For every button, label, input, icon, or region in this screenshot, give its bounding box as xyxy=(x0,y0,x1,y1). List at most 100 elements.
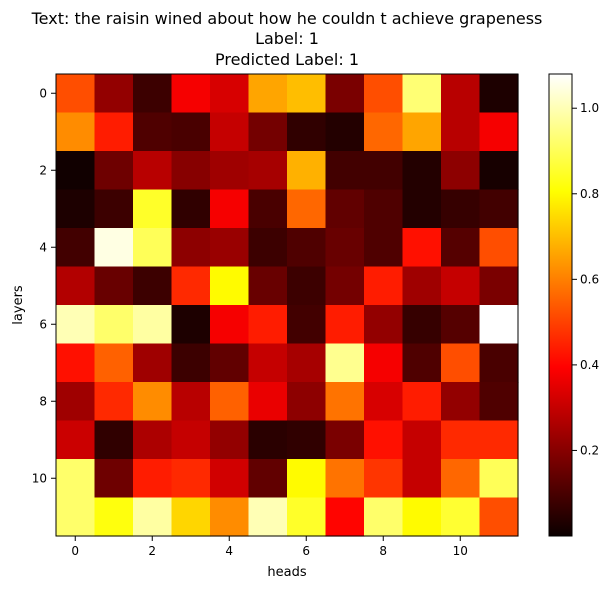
heatmap-cell xyxy=(171,228,211,268)
heatmap-cell xyxy=(210,305,250,345)
heatmap-cell xyxy=(133,112,173,152)
heatmap-cell xyxy=(479,497,519,537)
heatmap-cell xyxy=(56,343,96,383)
heatmap-cell xyxy=(441,459,481,499)
heatmap-cell xyxy=(325,497,365,537)
heatmap-cell xyxy=(325,228,365,268)
heatmap-cell xyxy=(248,74,288,114)
heatmap-cell xyxy=(287,343,327,383)
heatmap-cell xyxy=(287,305,327,345)
heatmap-cell xyxy=(402,420,442,460)
heatmap-cell xyxy=(210,189,250,229)
heatmap-cell xyxy=(325,112,365,152)
heatmap-cell xyxy=(210,112,250,152)
heatmap-cell xyxy=(94,497,134,537)
colorbar-tick-label: 0.8 xyxy=(580,187,599,201)
heatmap-cell xyxy=(364,459,404,499)
y-tick-label: 4 xyxy=(39,240,47,254)
heatmap-cell xyxy=(479,305,519,345)
heatmap-cell xyxy=(441,343,481,383)
title-line-2: Label: 1 xyxy=(255,29,319,48)
heatmap-cell xyxy=(56,74,96,114)
heatmap-cell xyxy=(171,497,211,537)
heatmap-cell xyxy=(248,305,288,345)
x-tick-label: 8 xyxy=(379,544,387,558)
heatmap-cell xyxy=(133,151,173,191)
heatmap-cell xyxy=(56,228,96,268)
heatmap-cell xyxy=(171,151,211,191)
heatmap-cell xyxy=(133,497,173,537)
heatmap-cell xyxy=(210,266,250,306)
heatmap-frame xyxy=(55,73,519,537)
heatmap-cell xyxy=(402,266,442,306)
heatmap-cell xyxy=(402,343,442,383)
colorbar-tick-label: 1.0 xyxy=(580,101,599,115)
colorbar-tick-label: 0.4 xyxy=(580,358,599,372)
heatmap-cell xyxy=(287,112,327,152)
heatmap-cell xyxy=(94,151,134,191)
heatmap-cell xyxy=(94,305,134,345)
heatmap-cell xyxy=(133,266,173,306)
heatmap-cell xyxy=(364,112,404,152)
heatmap-cell xyxy=(402,459,442,499)
heatmap-cell xyxy=(325,74,365,114)
heatmap-cell xyxy=(56,305,96,345)
heatmap-cell xyxy=(441,305,481,345)
heatmap-cell xyxy=(248,343,288,383)
heatmap-cell xyxy=(325,459,365,499)
heatmap-cell xyxy=(133,459,173,499)
heatmap-cell xyxy=(441,266,481,306)
heatmap-cell xyxy=(402,228,442,268)
heatmap-cell xyxy=(325,420,365,460)
heatmap-cell xyxy=(287,74,327,114)
heatmap-cell xyxy=(248,228,288,268)
heatmap-cell xyxy=(325,382,365,422)
heatmap-cell xyxy=(210,343,250,383)
heatmap-cell xyxy=(364,420,404,460)
y-axis-label: layers xyxy=(11,285,26,325)
heatmap-cell xyxy=(171,266,211,306)
x-tick-label: 10 xyxy=(453,544,468,558)
heatmap-cell xyxy=(210,228,250,268)
heatmap-cell xyxy=(364,151,404,191)
heatmap-cell xyxy=(133,189,173,229)
heatmap-cell xyxy=(364,497,404,537)
heatmap-cell xyxy=(56,382,96,422)
heatmap-cell xyxy=(133,305,173,345)
heatmap-cell xyxy=(94,189,134,229)
heatmap-cell xyxy=(287,382,327,422)
heatmap-cell xyxy=(402,151,442,191)
heatmap-cell xyxy=(402,305,442,345)
heatmap-cell xyxy=(171,343,211,383)
heatmap-cell xyxy=(94,343,134,383)
heatmap-cell xyxy=(210,382,250,422)
heatmap-cell xyxy=(364,382,404,422)
heatmap-cell xyxy=(133,382,173,422)
heatmap-cell xyxy=(479,459,519,499)
heatmap-cell xyxy=(248,420,288,460)
x-tick-label: 6 xyxy=(302,544,310,558)
heatmap-cell xyxy=(248,497,288,537)
heatmap-cell xyxy=(56,459,96,499)
heatmap-cell xyxy=(56,151,96,191)
heatmap-cell xyxy=(94,74,134,114)
heatmap-cell xyxy=(248,459,288,499)
heatmap-cell xyxy=(171,382,211,422)
heatmap-cell xyxy=(248,189,288,229)
heatmap-cell xyxy=(402,382,442,422)
heatmap-cell xyxy=(325,305,365,345)
heatmap-cell xyxy=(287,459,327,499)
y-tick-label: 2 xyxy=(39,163,47,177)
heatmap-cell xyxy=(441,228,481,268)
x-tick-label: 0 xyxy=(71,544,79,558)
heatmap-cell xyxy=(479,189,519,229)
heatmap-cell xyxy=(248,151,288,191)
colorbar-ticks: 0.2 0.4 0.6 0.8 1.0 xyxy=(572,101,599,457)
heatmap-cell xyxy=(210,420,250,460)
heatmap-cell xyxy=(210,459,250,499)
heatmap-cell xyxy=(287,228,327,268)
heatmap-cell xyxy=(325,151,365,191)
heatmap-cell xyxy=(94,420,134,460)
heatmap-cell xyxy=(56,112,96,152)
